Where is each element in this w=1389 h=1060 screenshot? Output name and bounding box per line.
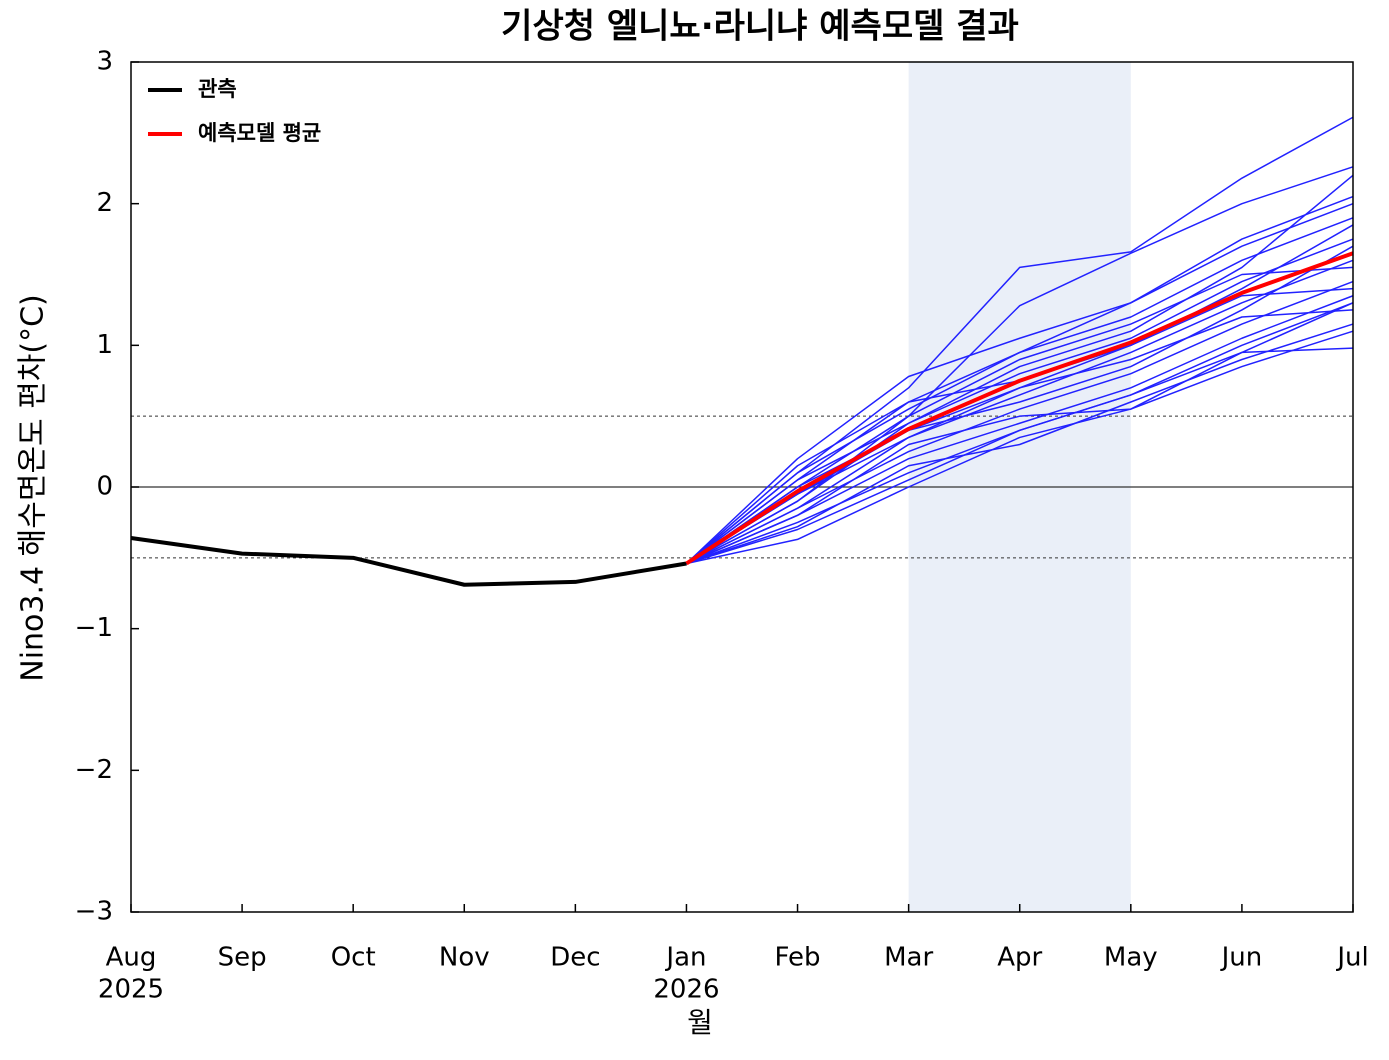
model-run-line xyxy=(686,245,1354,565)
model-run-line xyxy=(686,295,1354,565)
legend-label: 예측모델 평균 xyxy=(198,121,321,145)
x-tick-label: Mar xyxy=(884,943,933,973)
x-tick-sublabel: 2025 xyxy=(98,975,164,1005)
x-tick-label: Jun xyxy=(1220,943,1263,973)
x-tick-label: Nov xyxy=(439,943,490,973)
y-tick-label: −2 xyxy=(75,755,113,785)
plot-frame xyxy=(130,61,1354,913)
model-run-line xyxy=(685,202,1354,565)
chart-title: 기상청 엘니뇨·라니냐 예측모델 결과 xyxy=(501,7,1019,47)
y-tick-label: 0 xyxy=(96,472,113,502)
legend-label: 관측 xyxy=(198,77,237,101)
series-line xyxy=(130,536,687,587)
x-tick-label: Feb xyxy=(775,943,821,973)
y-tick-label: 2 xyxy=(96,188,113,218)
series-line xyxy=(685,251,1354,566)
x-tick-label: Jan xyxy=(664,943,706,973)
x-tick-label: Jul xyxy=(1335,943,1368,973)
model-run-line xyxy=(685,195,1354,565)
y-tick-label: −1 xyxy=(75,613,113,643)
x-tick-label: Sep xyxy=(218,943,267,973)
model-run-line xyxy=(686,174,1354,565)
x-tick-sublabel: 2026 xyxy=(653,975,719,1005)
x-axis-label: 월 xyxy=(687,1006,713,1039)
model-run-line xyxy=(686,266,1354,565)
model-run-line xyxy=(686,323,1354,565)
model-run-line xyxy=(686,330,1354,565)
model-run-line xyxy=(686,302,1354,565)
y-tick-label: −3 xyxy=(75,897,113,927)
y-tick-label: 1 xyxy=(96,330,113,360)
x-tick-label: Oct xyxy=(331,943,376,973)
x-tick-label: May xyxy=(1104,943,1158,973)
y-axis-label: Nino3.4 해수면온도 편차(°C) xyxy=(16,294,51,681)
x-tick-label: Aug xyxy=(106,943,157,973)
y-tick-label: 3 xyxy=(96,47,113,77)
x-tick-label: Dec xyxy=(550,943,600,973)
x-tick-label: Apr xyxy=(997,943,1042,973)
model-run-line xyxy=(686,224,1354,565)
